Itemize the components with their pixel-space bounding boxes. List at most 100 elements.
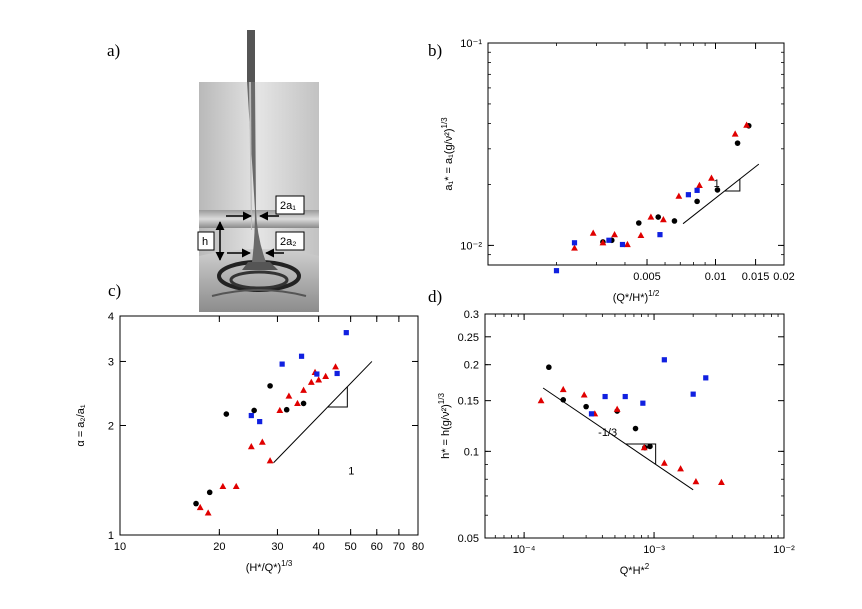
slope-triangle xyxy=(724,179,741,192)
data-point-blue xyxy=(257,418,263,425)
data-point-red xyxy=(640,444,648,451)
plot-d: 10⁻⁴ 10⁻³ 10⁻² 0.05 0.1 0.15 0.2 0.25 0.3 Q*H*2 h*… xyxy=(437,309,795,577)
x-tick-label: 10⁻² xyxy=(773,544,795,556)
x-tick-label: 20 xyxy=(213,541,225,553)
panel-label-a: a) xyxy=(107,41,120,60)
x-tick-label: 40 xyxy=(313,541,325,553)
label-box-2a2 xyxy=(275,231,305,251)
data-point-red xyxy=(624,240,631,248)
x-axis-label: (H*/Q*)1/3 xyxy=(246,559,293,574)
y-tick-label: 10⁻² xyxy=(460,240,482,252)
data-point-red xyxy=(559,385,567,393)
data-point-blue xyxy=(334,370,340,377)
data-point-black xyxy=(583,403,589,410)
data-point-red xyxy=(637,231,645,239)
y-tick-label: 10⁻¹ xyxy=(460,38,482,50)
slope-guide-line xyxy=(273,361,373,464)
data-point-red xyxy=(696,181,703,188)
data-point-black xyxy=(714,187,721,193)
data-point-red xyxy=(659,216,667,223)
data-point-red xyxy=(285,392,293,399)
y-axis-label: a₁* = a₁(g/ν²)1/3 xyxy=(440,117,455,191)
plot-frame-c xyxy=(119,315,419,536)
data-point-black xyxy=(694,198,700,205)
data-point-blue xyxy=(602,393,608,400)
label-2a1: 2a₁ xyxy=(280,200,296,212)
data-point-black xyxy=(632,425,639,432)
y-tick-label: 0.25 xyxy=(458,332,479,344)
data-point-blue xyxy=(657,232,663,238)
data-point-black xyxy=(635,220,642,226)
x-tick-label: 0.015 xyxy=(742,271,770,283)
y-tick-label: 4 xyxy=(108,311,114,323)
data-point-red xyxy=(743,121,751,128)
data-point-black xyxy=(647,443,653,450)
data-point-red xyxy=(204,509,212,516)
data-point-black xyxy=(283,406,290,413)
data-point-red xyxy=(571,244,578,251)
data-point-black xyxy=(223,411,230,417)
data-point-red xyxy=(232,482,240,490)
slope-triangle xyxy=(327,386,348,408)
data-point-black xyxy=(560,397,567,403)
data-point-red xyxy=(611,231,618,238)
data-point-red xyxy=(258,438,266,445)
data-point-blue xyxy=(298,353,305,359)
x-tick-label: 0.01 xyxy=(705,271,726,283)
y-tick-label: 0.15 xyxy=(458,396,479,408)
data-point-blue xyxy=(661,357,667,363)
x-tick-label: 0.005 xyxy=(633,271,661,283)
data-point-blue xyxy=(694,187,700,193)
data-point-red xyxy=(692,478,700,485)
data-point-red xyxy=(300,386,307,393)
label-h: h xyxy=(202,236,208,248)
data-point-blue xyxy=(685,192,691,198)
data-point-red xyxy=(196,503,204,511)
data-point-red xyxy=(247,442,255,450)
data-point-red xyxy=(332,363,339,370)
data-point-red xyxy=(322,372,330,379)
y-axis-label: α = a₂/a₁ xyxy=(75,404,87,446)
data-point-red xyxy=(599,239,607,246)
x-tick-label: 60 xyxy=(371,541,383,553)
data-point-black xyxy=(671,218,678,224)
label-box-h xyxy=(197,231,215,251)
data-point-blue xyxy=(619,241,626,248)
data-point-red xyxy=(589,229,597,236)
data-point-blue xyxy=(314,371,320,377)
plot-frame-b xyxy=(487,42,785,266)
x-axis-label: (Q*/H*)1/2 xyxy=(613,289,660,304)
x-tick-label: 80 xyxy=(412,541,424,553)
data-point-blue xyxy=(588,411,595,417)
y-tick-label: 0.3 xyxy=(464,309,479,321)
data-point-red xyxy=(708,174,715,181)
y-tick-label: 3 xyxy=(108,356,114,368)
data-point-blue xyxy=(571,240,578,246)
y-tick-label: 0.2 xyxy=(464,360,479,372)
data-point-red xyxy=(675,192,683,199)
panel-label-d: d) xyxy=(428,287,442,306)
x-tick-label: 70 xyxy=(393,541,405,553)
x-tick-label: 50 xyxy=(345,541,357,553)
data-point-blue xyxy=(640,400,646,406)
data-point-black xyxy=(206,489,213,496)
plot-b: 0.005 0.01 0.015 0.02 10⁻² 10⁻¹ (Q*/H*)1/2 a₁* … xyxy=(440,38,795,304)
data-point-red xyxy=(613,405,621,412)
data-point-blue xyxy=(690,391,696,397)
data-point-blue xyxy=(279,361,285,367)
label-2a2: 2a₂ xyxy=(280,236,297,248)
x-tick-label: 0.02 xyxy=(773,271,794,283)
data-point-red xyxy=(537,397,545,404)
data-point-black xyxy=(251,407,257,414)
y-tick-label: 1 xyxy=(108,530,114,542)
slope-label: 1 xyxy=(348,466,354,478)
data-point-blue xyxy=(248,412,254,419)
x-tick-label: 10⁻³ xyxy=(643,544,665,556)
y-tick-label: 0.05 xyxy=(458,533,479,545)
data-point-red xyxy=(580,391,588,398)
data-point-red xyxy=(647,213,655,220)
y-tick-label: 0.1 xyxy=(464,446,479,458)
data-point-black xyxy=(734,140,741,146)
data-point-red xyxy=(718,478,725,486)
x-tick-label: 30 xyxy=(271,541,283,553)
